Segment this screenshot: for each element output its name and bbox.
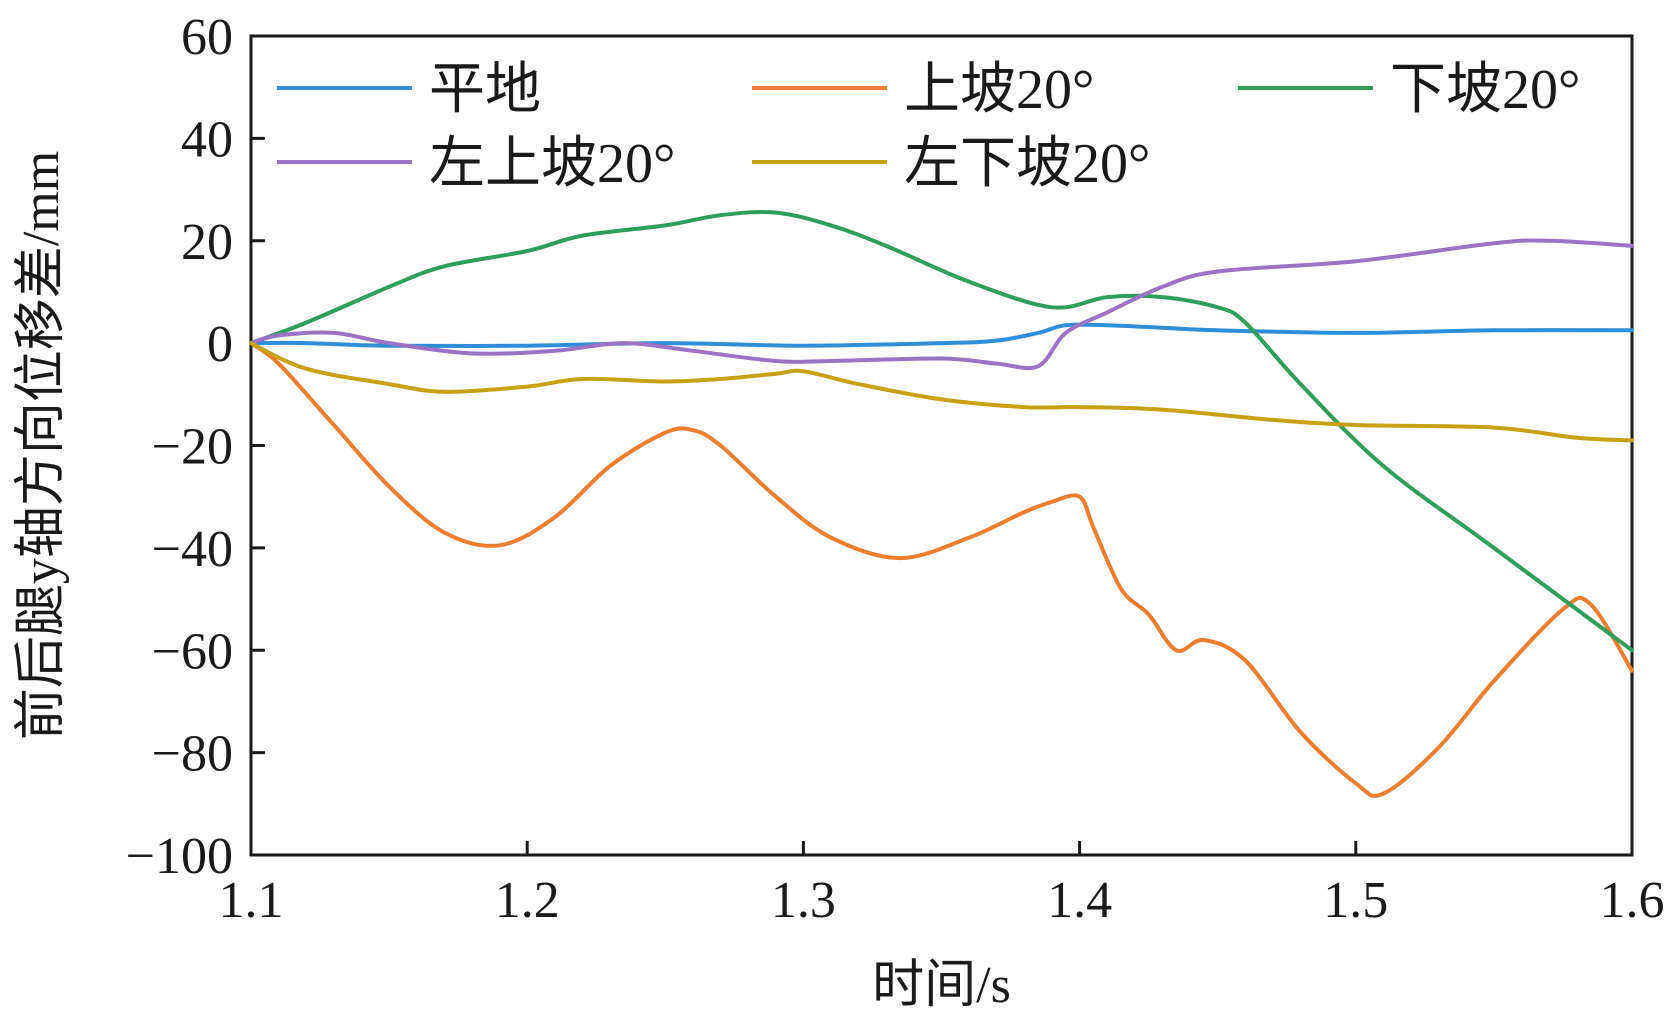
legend-label-5: 左下坡20° xyxy=(904,133,1150,195)
series-line-5 xyxy=(249,341,1634,443)
legend-label-4: 左上坡20° xyxy=(429,133,675,195)
y-tick-label: −100 xyxy=(126,828,233,885)
legend-label-3: 下坡20° xyxy=(1390,59,1580,121)
legend-label-2: 上坡20° xyxy=(904,59,1094,121)
x-tick-label: 1.4 xyxy=(1047,872,1112,929)
series-line-3 xyxy=(249,209,1634,653)
y-tick-label: −60 xyxy=(152,623,233,680)
y-tick-label: 0 xyxy=(207,316,233,373)
x-axis-label: 时间/s xyxy=(872,957,1011,1014)
x-tick-label: 1.1 xyxy=(219,872,284,929)
x-tick-label: 1.5 xyxy=(1323,872,1388,929)
legend-label-1: 平地 xyxy=(429,59,541,121)
y-tick-label: −80 xyxy=(152,726,233,783)
y-tick-label: 40 xyxy=(181,111,233,168)
series-line-1 xyxy=(249,322,1634,348)
series-line-2 xyxy=(249,341,1634,798)
x-tick-label: 1.6 xyxy=(1600,872,1665,929)
y-tick-label: 60 xyxy=(181,9,233,66)
x-tick-label: 1.3 xyxy=(771,872,836,929)
y-tick-label: 20 xyxy=(181,214,233,271)
y-tick-label: −20 xyxy=(152,419,233,476)
y-tick-label: −40 xyxy=(152,521,233,578)
y-axis-label: 前后腿y轴方向位移差/mm xyxy=(13,151,70,740)
x-tick-label: 1.2 xyxy=(495,872,560,929)
series-line-4 xyxy=(249,238,1634,371)
